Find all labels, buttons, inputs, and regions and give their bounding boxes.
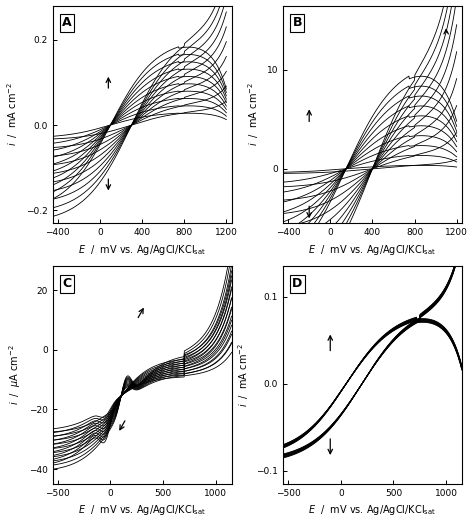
Text: D: D xyxy=(292,277,302,290)
Text: C: C xyxy=(62,277,72,290)
Y-axis label: $i$  /  mA cm$^{-2}$: $i$ / mA cm$^{-2}$ xyxy=(236,343,251,407)
X-axis label: $E$  /  mV vs. Ag/AgCl/KCl$_\mathregular{sat}$: $E$ / mV vs. Ag/AgCl/KCl$_\mathregular{s… xyxy=(78,504,206,517)
Y-axis label: $i$  /  $\mu$A cm$^{-2}$: $i$ / $\mu$A cm$^{-2}$ xyxy=(8,345,23,405)
X-axis label: $E$  /  mV vs. Ag/AgCl/KCl$_\mathregular{sat}$: $E$ / mV vs. Ag/AgCl/KCl$_\mathregular{s… xyxy=(308,243,437,257)
Y-axis label: $i$  /  mA cm$^{-2}$: $i$ / mA cm$^{-2}$ xyxy=(246,83,261,146)
Y-axis label: $i$  /  mA cm$^{-2}$: $i$ / mA cm$^{-2}$ xyxy=(6,83,20,146)
X-axis label: $E$  /  mV vs. Ag/AgCl/KCl$_\mathregular{sat}$: $E$ / mV vs. Ag/AgCl/KCl$_\mathregular{s… xyxy=(308,504,437,517)
Text: A: A xyxy=(62,16,72,29)
Text: B: B xyxy=(292,16,302,29)
X-axis label: $E$  /  mV vs. Ag/AgCl/KCl$_\mathregular{sat}$: $E$ / mV vs. Ag/AgCl/KCl$_\mathregular{s… xyxy=(78,243,206,257)
